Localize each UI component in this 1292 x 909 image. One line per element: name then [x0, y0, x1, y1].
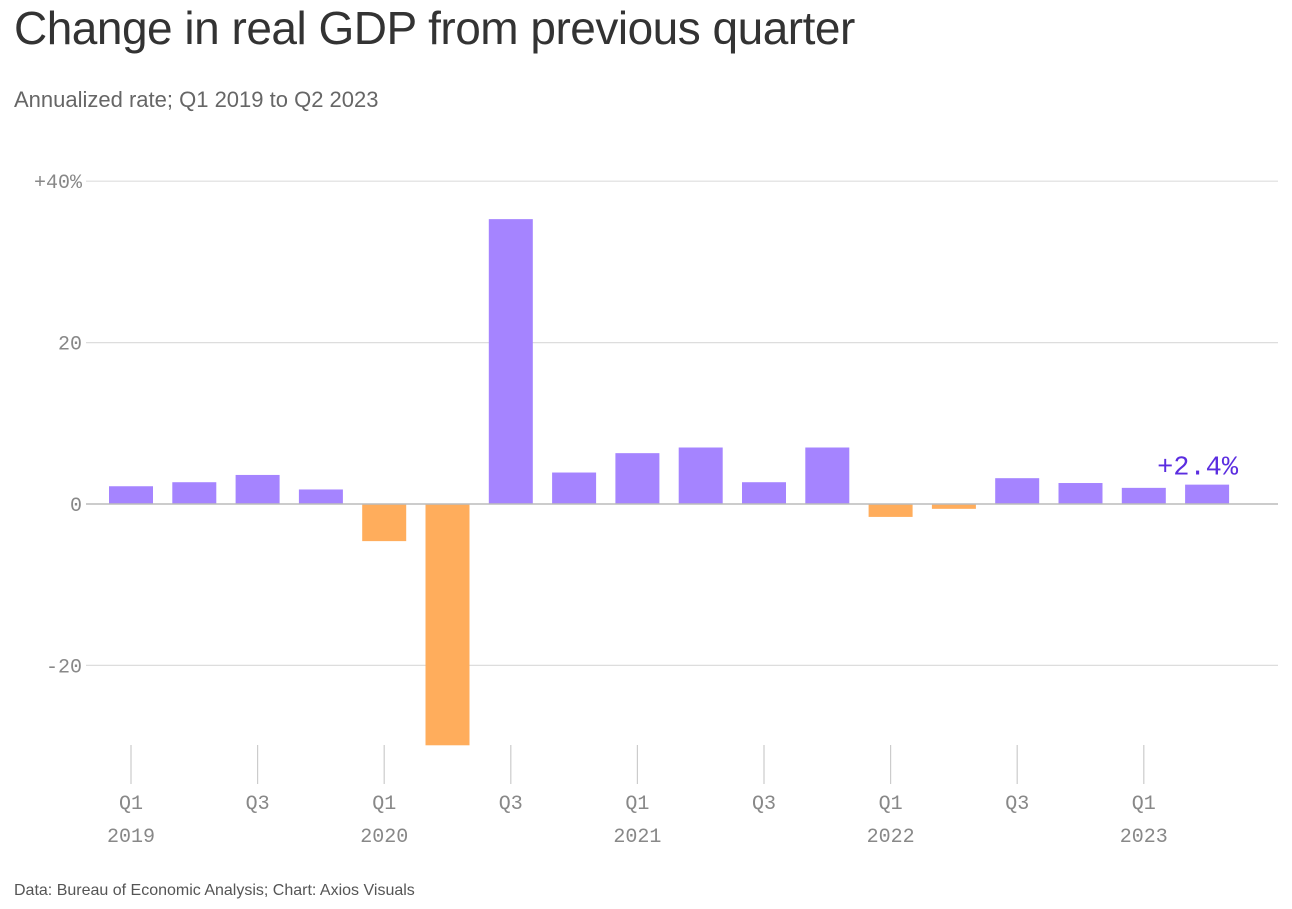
x-axis: Q1 2019 Q3 Q1 2020 Q3 Q1 2021 Q3 Q1 2022 Q3 Q1 2023	[107, 745, 1168, 849]
bar	[931, 504, 976, 509]
last-value-annotation: +2.4%	[1157, 454, 1239, 484]
y-tick-label: +40%	[34, 172, 83, 195]
bar	[109, 486, 153, 504]
x-tick-year: 2020	[360, 826, 408, 849]
bar	[1058, 483, 1103, 504]
bars	[109, 219, 1230, 746]
source-note: Data: Bureau of Economic Analysis; Chart…	[14, 882, 415, 899]
chart-title: Change in real GDP from previous quarter	[14, 2, 855, 54]
x-tick-quarter: Q3	[499, 793, 523, 816]
x-tick-quarter: Q1	[372, 793, 396, 816]
x-tick-quarter: Q1	[625, 793, 649, 816]
bar	[615, 453, 660, 504]
x-tick-year: 2021	[613, 826, 661, 849]
bar	[298, 489, 343, 504]
chart-subtitle: Annualized rate; Q1 2019 to Q2 2023	[14, 87, 379, 112]
bar	[235, 474, 280, 504]
x-tick-year: 2022	[867, 826, 915, 849]
x-tick-year: 2023	[1120, 826, 1168, 849]
y-tick-label: 0	[70, 495, 82, 518]
bar	[678, 447, 723, 504]
gridlines: +40% 20 0 -20	[34, 172, 1278, 679]
bar	[552, 472, 597, 504]
bar	[1185, 484, 1230, 504]
x-tick-quarter: Q1	[119, 793, 143, 816]
bar	[805, 447, 850, 504]
y-tick-label: 20	[58, 334, 82, 357]
bar	[488, 219, 533, 504]
x-tick-quarter: Q1	[1132, 793, 1156, 816]
x-tick-quarter: Q3	[752, 793, 776, 816]
x-tick-year: 2019	[107, 826, 155, 849]
x-tick-quarter: Q1	[879, 793, 903, 816]
bar	[172, 482, 217, 504]
bar	[742, 482, 786, 504]
bar	[1121, 487, 1166, 504]
bar	[995, 478, 1040, 504]
annotations: +2.4%	[1157, 454, 1239, 484]
bar	[425, 504, 470, 746]
x-tick-quarter: Q3	[1005, 793, 1029, 816]
bar	[868, 504, 913, 517]
x-tick-quarter: Q3	[246, 793, 270, 816]
y-tick-label: -20	[46, 656, 82, 679]
bar	[362, 504, 407, 542]
